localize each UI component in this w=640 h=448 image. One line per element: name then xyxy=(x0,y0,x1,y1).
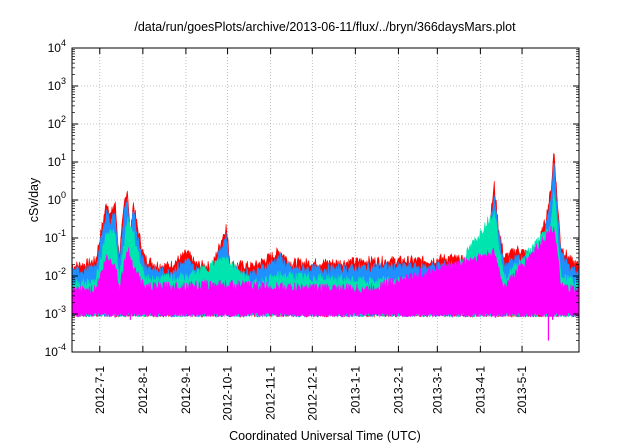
x-tick-label: 2013-5-1 xyxy=(515,366,529,414)
chart-title: /data/run/goesPlots/archive/2013-06-11/f… xyxy=(134,20,516,34)
y-axis-label: cSv/day xyxy=(27,177,41,222)
series-area-3 xyxy=(72,225,579,318)
x-tick-label: 2013-1-1 xyxy=(348,366,362,414)
y-tick-exponent: -2 xyxy=(58,266,66,276)
y-tick-base: 10 xyxy=(45,231,59,245)
y-tick-base: 10 xyxy=(48,41,62,55)
y-tick-exponent: -3 xyxy=(58,304,66,314)
x-tick-label: 2012-7-1 xyxy=(93,366,107,414)
y-tick-base: 10 xyxy=(48,155,62,169)
y-tick-label: 104 xyxy=(48,38,66,55)
y-tick-base: 10 xyxy=(48,79,62,93)
y-tick-label: 10-3 xyxy=(45,304,66,321)
x-tick-label: 2012-11-1 xyxy=(264,366,278,420)
x-tick-label: 2012-9-1 xyxy=(179,366,193,414)
y-tick-label: 10-1 xyxy=(45,228,66,245)
y-tick-label: 10-2 xyxy=(45,266,66,283)
y-tick-exponent: 3 xyxy=(61,76,66,86)
x-tick-label: 2012-10-1 xyxy=(221,366,235,421)
x-tick-label: 2013-4-1 xyxy=(473,366,487,414)
y-tick-exponent: -1 xyxy=(58,228,66,238)
x-tick-label: 2013-3-1 xyxy=(430,366,444,414)
y-tick-base: 10 xyxy=(45,345,59,359)
y-tick-label: 102 xyxy=(48,114,66,131)
y-tick-exponent: 2 xyxy=(61,114,66,124)
y-tick-label: 103 xyxy=(48,76,66,93)
y-tick-exponent: 1 xyxy=(61,152,66,162)
y-tick-exponent: 0 xyxy=(61,190,66,200)
x-tick-label: 2012-8-1 xyxy=(136,366,150,414)
y-tick-base: 10 xyxy=(48,193,62,207)
y-tick-base: 10 xyxy=(48,117,62,131)
y-tick-exponent: -4 xyxy=(58,342,66,352)
y-tick-base: 10 xyxy=(45,269,59,283)
y-tick-label: 101 xyxy=(48,152,66,169)
series-layer xyxy=(72,152,579,341)
x-tick-label: 2013-2-1 xyxy=(391,366,405,414)
y-tick-base: 10 xyxy=(45,307,59,321)
y-tick-exponent: 4 xyxy=(61,38,66,48)
x-axis-label: Coordinated Universal Time (UTC) xyxy=(229,429,421,443)
y-tick-label: 10-4 xyxy=(45,342,66,359)
y-tick-label: 100 xyxy=(48,190,66,207)
x-tick-label: 2012-12-1 xyxy=(305,366,319,421)
